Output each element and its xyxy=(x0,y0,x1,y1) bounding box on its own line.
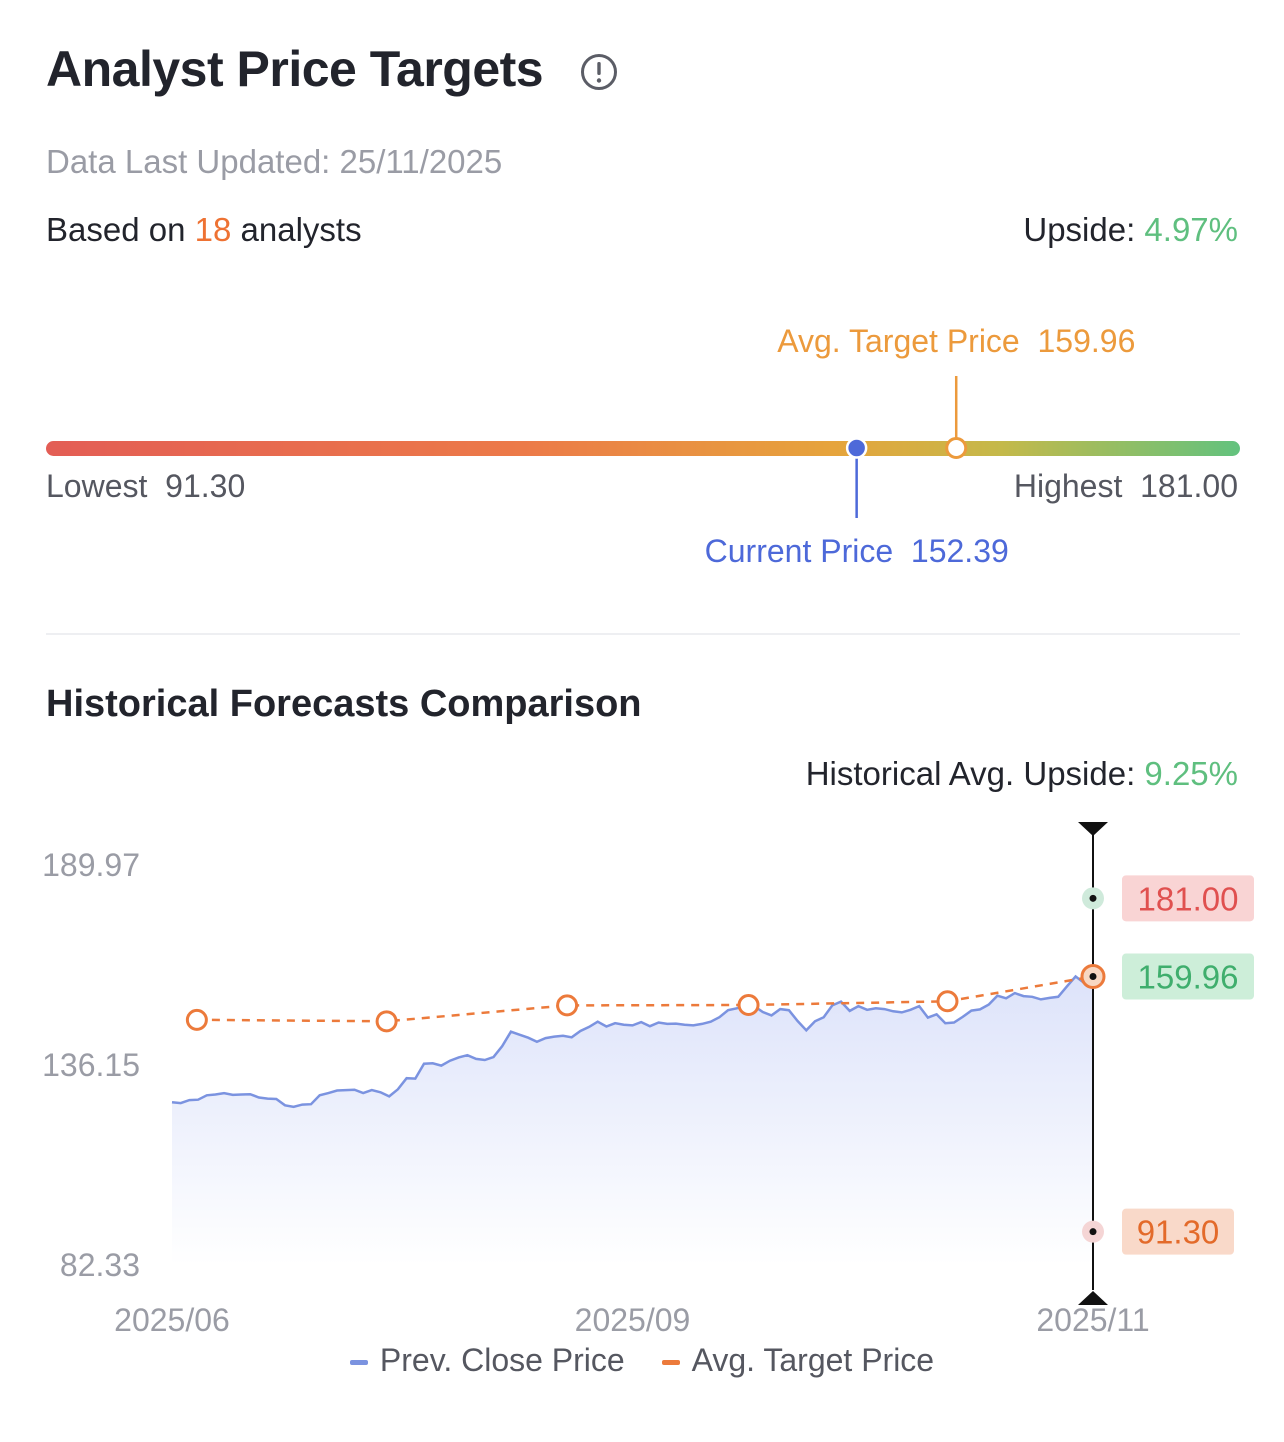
tooltip-value: 181.00 xyxy=(1138,880,1239,917)
target-point[interactable] xyxy=(936,990,959,1013)
lowest-value: 91.30 xyxy=(165,468,246,504)
tooltip-dot-center xyxy=(1089,1228,1097,1236)
lowest-label-text: Lowest xyxy=(46,468,148,504)
legend-label-close: Prev. Close Price xyxy=(379,1342,625,1378)
crosshair-top-arrow xyxy=(1078,822,1108,836)
target-point[interactable] xyxy=(737,993,760,1016)
upside-label: Upside: xyxy=(1023,211,1145,248)
info-icon[interactable] xyxy=(580,53,618,91)
historical-upside-label: Historical Avg. Upside: xyxy=(805,755,1145,792)
last-updated: Data Last Updated: 25/11/2025 xyxy=(46,143,503,180)
upside-text: Upside: 4.97% xyxy=(1023,211,1238,249)
avg-target-label: Avg. Target Price 159.96 xyxy=(777,323,1135,360)
y-tick-label: 82.33 xyxy=(60,1247,140,1283)
tooltip-value-box xyxy=(1122,875,1254,922)
legend-item-close[interactable]: Prev. Close Price xyxy=(349,1342,625,1379)
target-point[interactable] xyxy=(185,1008,208,1031)
current-price-label: Current Price 152.39 xyxy=(705,533,1009,570)
target-point[interactable] xyxy=(375,1010,398,1033)
based-suffix: analysts xyxy=(231,211,362,248)
target-point[interactable] xyxy=(556,994,579,1017)
x-tick-label: 2025/09 xyxy=(575,1302,691,1338)
legend-item-target[interactable]: Avg. Target Price xyxy=(661,1342,935,1379)
chart-legend: Prev. Close Price Avg. Target Price xyxy=(0,1342,1284,1379)
avg-target-value: 159.96 xyxy=(1037,323,1136,359)
range-track xyxy=(46,441,1240,456)
highest-label-text: Highest xyxy=(1013,468,1123,504)
analyst-count: 18 xyxy=(194,211,232,248)
tooltip-dot-center xyxy=(1089,894,1097,902)
tooltip-value-box xyxy=(1122,953,1254,1000)
avg-target-points xyxy=(185,990,959,1033)
crosshair-bottom-arrow xyxy=(1078,1291,1108,1305)
historical-upside-value: 9.25% xyxy=(1144,755,1238,792)
historical-upside-text: Historical Avg. Upside: 9.25% xyxy=(806,755,1238,793)
highest-value: 181.00 xyxy=(1140,468,1238,504)
tooltip-dot-center xyxy=(1089,973,1097,981)
analyst-count-text: Based on 18 analysts xyxy=(46,211,362,249)
current-price-label-text: Current Price xyxy=(704,533,894,569)
highest-label: Highest 181.00 xyxy=(1014,468,1238,505)
upside-value: 4.97% xyxy=(1144,211,1238,248)
close-price-line xyxy=(171,974,1094,1109)
crosshair xyxy=(1078,822,1108,1305)
avg-target-line xyxy=(196,975,1094,1023)
legend-swatch-target xyxy=(661,1360,680,1366)
avg-target-marker[interactable] xyxy=(945,437,968,459)
y-tick-label: 189.97 xyxy=(42,847,140,883)
tooltip: 181.00 159.96 91.30 xyxy=(1080,875,1254,1255)
tooltip-value-box xyxy=(1122,1208,1234,1255)
current-price-marker[interactable] xyxy=(845,437,868,459)
section-title: Historical Forecasts Comparison xyxy=(46,683,642,725)
avg-target-label-text: Avg. Target Price xyxy=(777,323,1020,359)
current-price-value: 152.39 xyxy=(910,533,1009,569)
close-price-area xyxy=(172,976,1093,1265)
x-axis: 2025/06 2025/09 2025/11 xyxy=(114,1302,1149,1338)
y-axis: 189.97 136.15 82.33 xyxy=(42,847,140,1283)
lowest-label: Lowest 91.30 xyxy=(46,468,245,505)
x-tick-label: 2025/11 xyxy=(1036,1302,1149,1338)
page-title: Analyst Price Targets xyxy=(46,41,544,97)
legend-swatch-close xyxy=(349,1360,368,1366)
tooltip-value: 159.96 xyxy=(1138,959,1239,996)
x-tick-label: 2025/06 xyxy=(114,1302,230,1338)
based-prefix: Based on xyxy=(46,211,195,248)
legend-label-target: Avg. Target Price xyxy=(691,1342,935,1378)
section-divider xyxy=(46,633,1240,635)
tooltip-value: 91.30 xyxy=(1137,1214,1220,1251)
price-range-bar xyxy=(46,376,1240,518)
y-tick-label: 136.15 xyxy=(42,1047,140,1083)
